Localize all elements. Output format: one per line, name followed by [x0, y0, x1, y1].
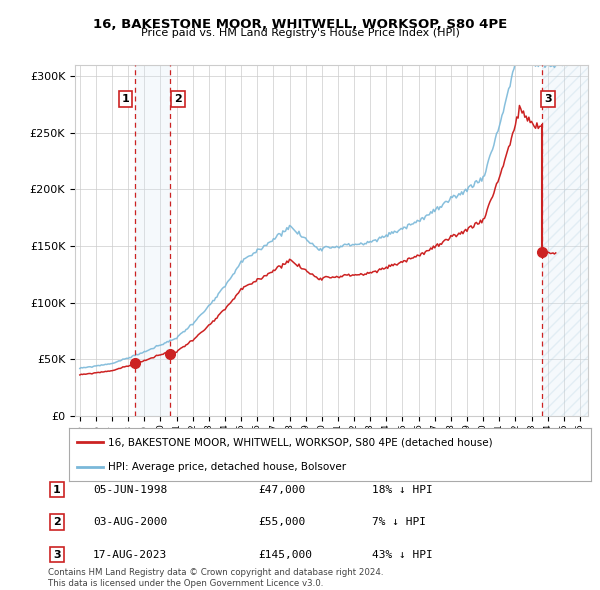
Text: 16, BAKESTONE MOOR, WHITWELL, WORKSOP, S80 4PE (detached house): 16, BAKESTONE MOOR, WHITWELL, WORKSOP, S…: [108, 437, 493, 447]
Text: 1: 1: [121, 94, 129, 104]
Bar: [135, 65, 170, 416]
Text: 17-AUG-2023: 17-AUG-2023: [93, 550, 167, 559]
Text: 3: 3: [53, 550, 61, 559]
Text: 43% ↓ HPI: 43% ↓ HPI: [372, 550, 433, 559]
Text: 18% ↓ HPI: 18% ↓ HPI: [372, 485, 433, 494]
Text: 05-JUN-1998: 05-JUN-1998: [93, 485, 167, 494]
Text: 03-AUG-2000: 03-AUG-2000: [93, 517, 167, 527]
Text: 16, BAKESTONE MOOR, WHITWELL, WORKSOP, S80 4PE: 16, BAKESTONE MOOR, WHITWELL, WORKSOP, S…: [93, 18, 507, 31]
Text: 2: 2: [53, 517, 61, 527]
Text: 7% ↓ HPI: 7% ↓ HPI: [372, 517, 426, 527]
Text: Price paid vs. HM Land Registry's House Price Index (HPI): Price paid vs. HM Land Registry's House …: [140, 28, 460, 38]
Bar: [542, 54, 588, 416]
Text: 2: 2: [174, 94, 182, 104]
Text: £145,000: £145,000: [258, 550, 312, 559]
Text: £47,000: £47,000: [258, 485, 305, 494]
Text: HPI: Average price, detached house, Bolsover: HPI: Average price, detached house, Bols…: [108, 461, 346, 471]
Text: 3: 3: [544, 94, 552, 104]
Text: Contains HM Land Registry data © Crown copyright and database right 2024.
This d: Contains HM Land Registry data © Crown c…: [48, 568, 383, 588]
Text: 1: 1: [53, 485, 61, 494]
Text: £55,000: £55,000: [258, 517, 305, 527]
